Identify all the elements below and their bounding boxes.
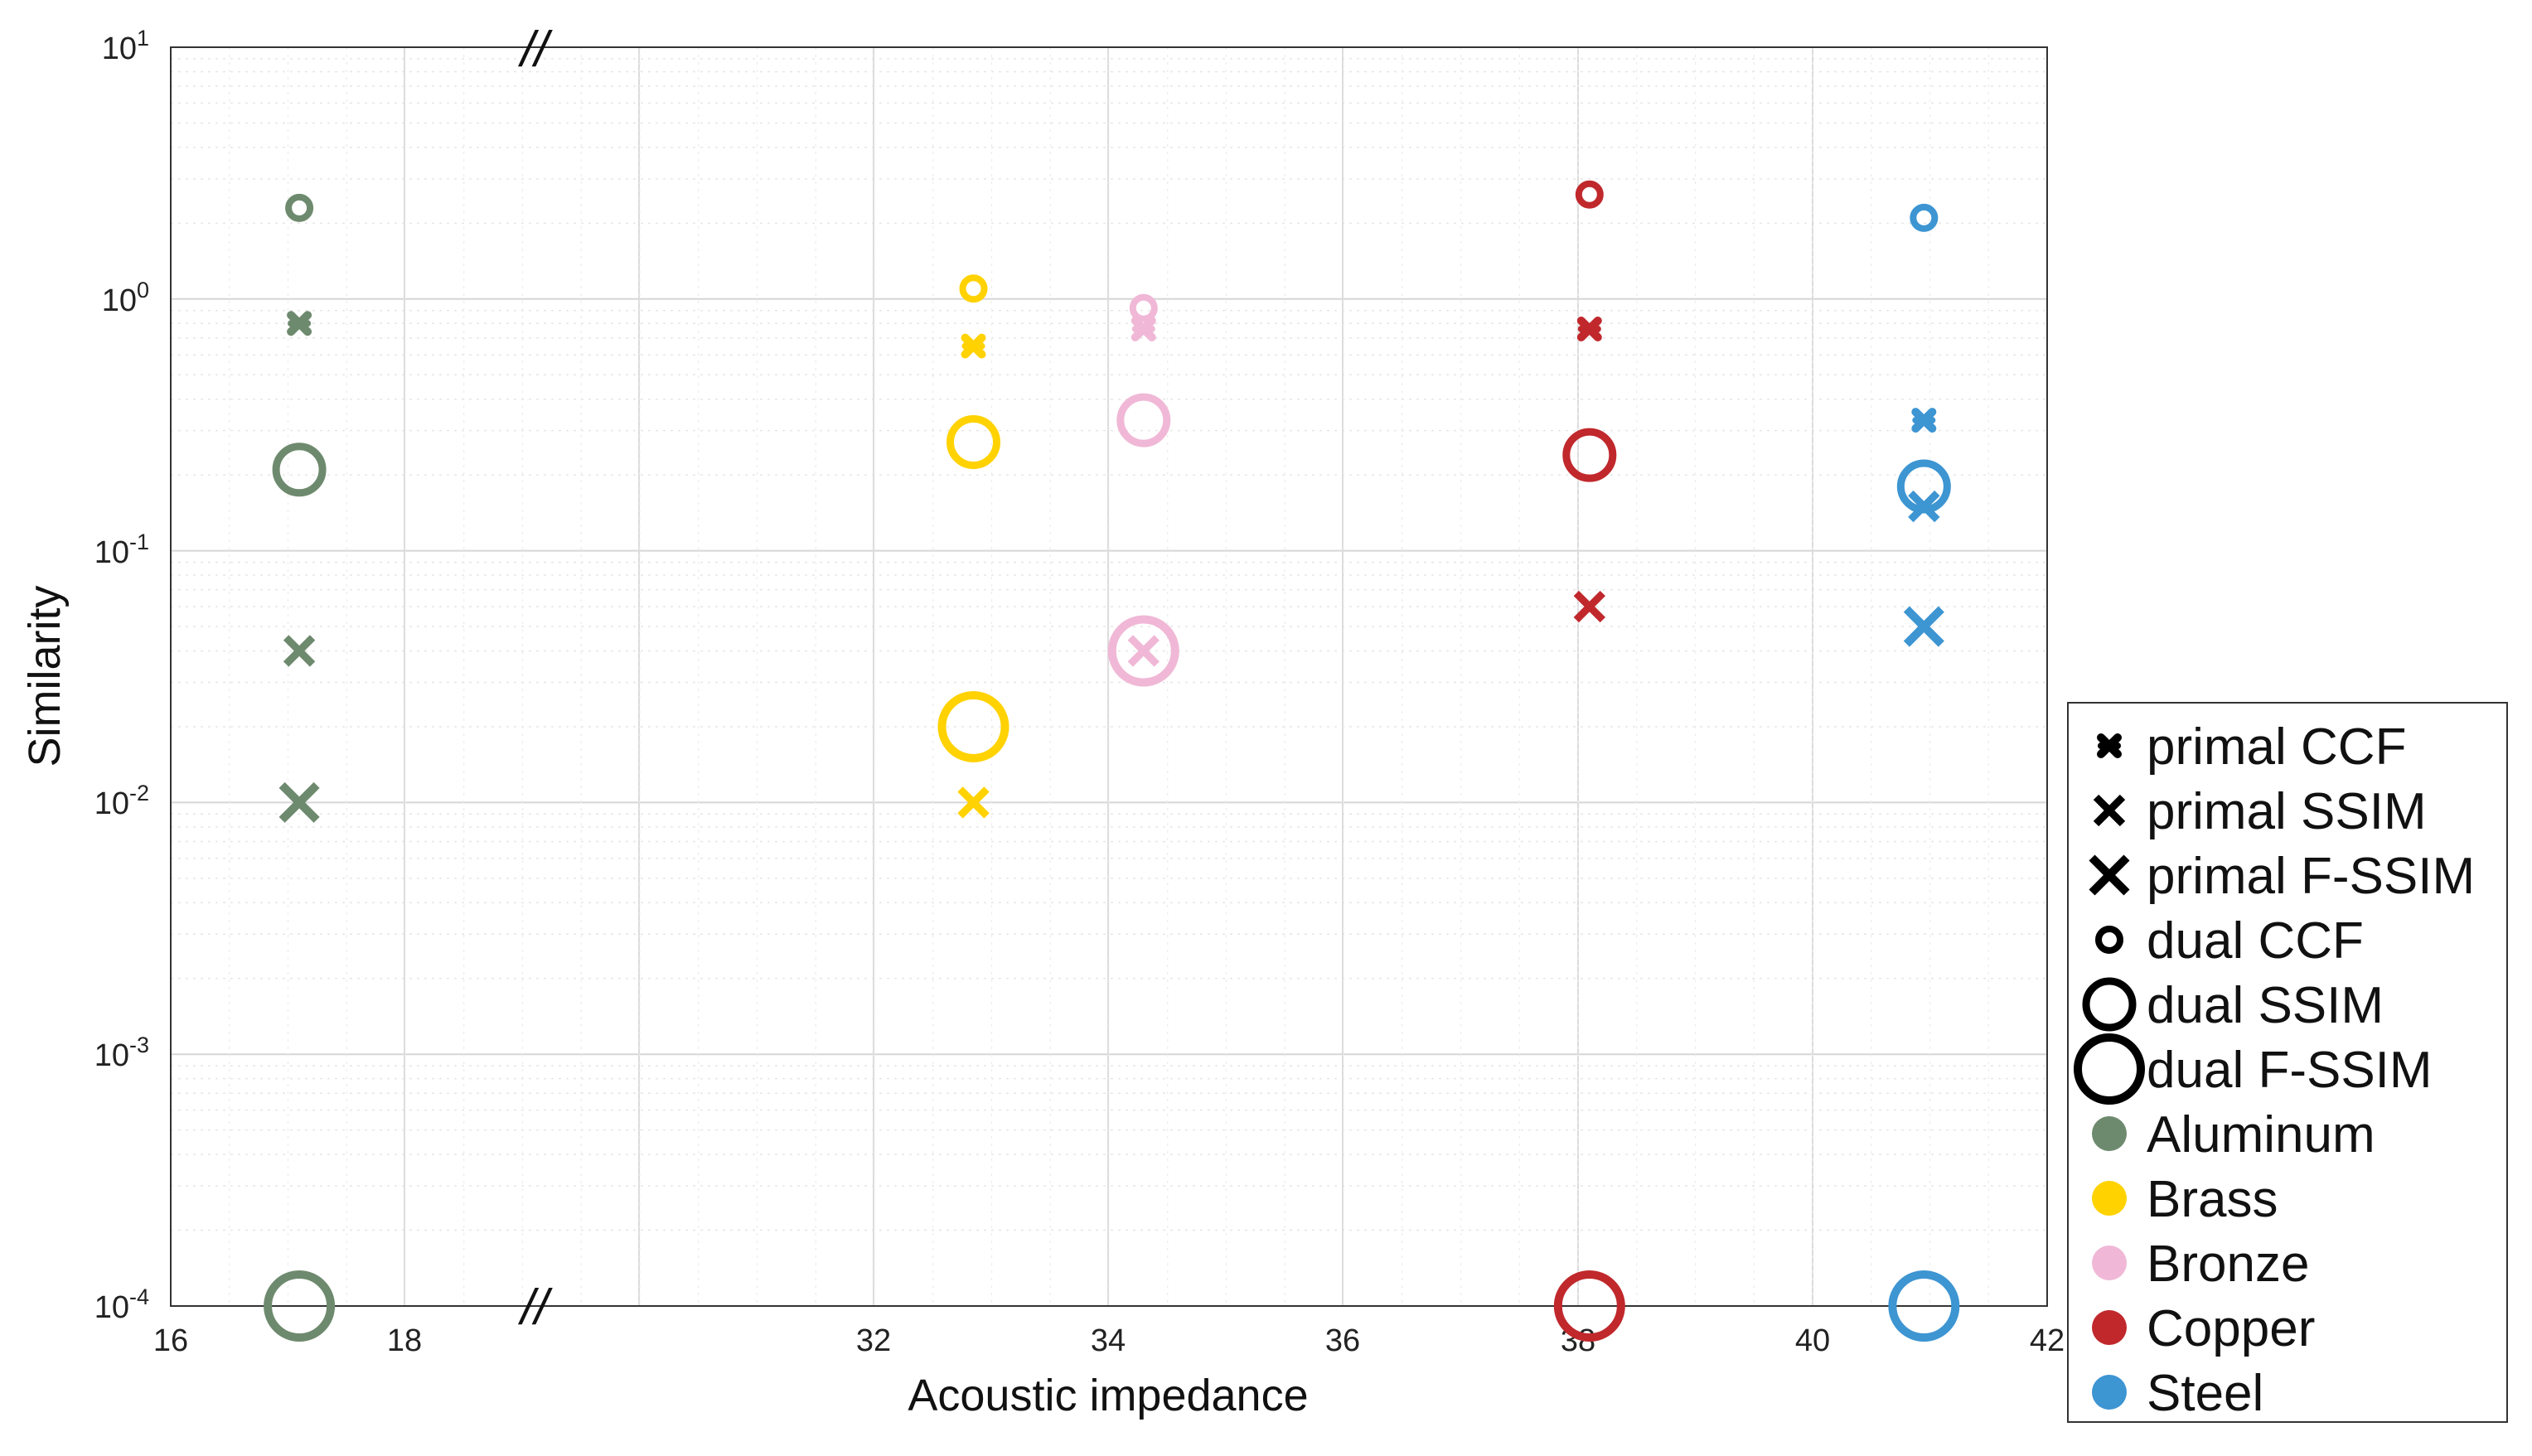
x-tick-label: 42 <box>2030 1323 2065 1358</box>
legend-marker-primal-ssim-stroke <box>2093 794 2126 827</box>
y-tick-label: 100 <box>102 278 149 318</box>
marker-copper-primal-ssim-stroke <box>1573 590 1606 623</box>
marker-steel-dual-ccf <box>1910 203 1939 232</box>
marker-aluminum-dual-ccf <box>285 193 314 222</box>
legend-label-primal-fssim: primal F-SSIM <box>2147 848 2475 905</box>
legend-marker-primal-f-ssim <box>2089 854 2130 896</box>
y-axis: 101 100 10-1 10-2 10-3 10-4 <box>94 26 149 1325</box>
marker-bronze-primal-ssim-stroke <box>1127 635 1159 667</box>
marker-steel-primal-f-ssim <box>1903 606 1944 647</box>
legend-label-steel: Steel <box>2147 1365 2263 1422</box>
y-tick-base: 10 <box>94 1290 129 1325</box>
legend-swatch-bronze <box>2092 1246 2127 1280</box>
legend-swatch-aluminum <box>2092 1116 2127 1151</box>
legend-swatch-brass <box>2092 1181 2127 1216</box>
x-axis: 16 18 32 34 36 38 40 42 <box>153 1323 2065 1358</box>
legend-swatch-copper <box>2092 1310 2127 1345</box>
marker-aluminum-primal-ssim-stroke <box>283 635 316 667</box>
marker-bronze-dual-f-ssim <box>1107 615 1179 687</box>
x-axis-label: Acoustic impedance <box>908 1371 1308 1420</box>
marker-brass-primal-ssim <box>957 786 990 819</box>
y-tick-exponent: -2 <box>129 781 149 805</box>
legend-marker-primal-ccf <box>2097 733 2122 758</box>
marker-aluminum-primal-ssim <box>283 635 316 667</box>
legend: primal CCF primal SSIM primal F-SSIM dua… <box>2067 702 2508 1423</box>
y-tick-label: 10-4 <box>94 1284 149 1325</box>
marker-bronze-dual-ssim <box>1116 393 1171 447</box>
legend-label-dual-fssim: dual F-SSIM <box>2147 1042 2433 1099</box>
marker-aluminum-dual-ssim <box>272 443 327 497</box>
y-tick-exponent: -1 <box>129 530 149 554</box>
y-tick-base: 10 <box>94 535 129 570</box>
plot-frame <box>170 46 2048 1307</box>
y-tick-base: 10 <box>94 786 129 821</box>
marker-aluminum-primal-ccf <box>287 311 312 336</box>
marker-steel-primal-f-ssim-stroke <box>1903 606 1944 647</box>
marker-bronze-primal-ccf <box>1130 317 1156 342</box>
y-axis-label: Similarity <box>20 585 70 767</box>
marker-steel-primal-ssim <box>1908 490 1940 523</box>
y-tick-label: 10-1 <box>94 530 149 570</box>
legend-label-brass: Brass <box>2147 1171 2278 1228</box>
x-tick-label: 32 <box>856 1323 891 1358</box>
legend-label-dual-ssim: dual SSIM <box>2147 977 2384 1034</box>
legend-label-primal-ssim: primal SSIM <box>2147 783 2427 840</box>
marker-bronze-primal-ssim <box>1127 635 1159 667</box>
y-tick-label: 101 <box>102 26 149 66</box>
marker-copper-dual-ccf <box>1575 180 1604 209</box>
legend-marker-dual-ccf <box>2095 926 2123 954</box>
marker-brass-primal-ccf <box>961 333 986 359</box>
marker-brass-dual-ssim <box>946 415 1001 470</box>
marker-copper-dual-ssim <box>1562 428 1617 482</box>
legend-label-copper: Copper <box>2147 1300 2315 1357</box>
legend-markers <box>2074 733 2145 1410</box>
marker-aluminum-dual-f-ssim <box>264 1270 336 1342</box>
x-tick-label: 18 <box>387 1323 422 1358</box>
marker-brass-dual-f-ssim <box>937 690 1009 762</box>
x-tick-label: 36 <box>1325 1323 1360 1358</box>
marker-copper-primal-ssim <box>1573 590 1606 623</box>
x-tick-label: 34 <box>1091 1323 1126 1358</box>
legend-label-bronze: Bronze <box>2147 1236 2309 1293</box>
y-tick-label: 10-2 <box>94 781 149 821</box>
marker-brass-dual-ccf <box>959 274 988 303</box>
y-tick-exponent: -4 <box>129 1284 149 1309</box>
marker-steel-primal-ccf <box>1911 408 1937 433</box>
legend-marker-primal-ssim <box>2093 794 2126 827</box>
marker-aluminum-primal-f-ssim-stroke <box>278 781 320 823</box>
y-tick-label: 10-3 <box>94 1033 149 1073</box>
y-tick-base: 10 <box>94 1038 129 1073</box>
marker-brass-primal-ssim-stroke <box>957 786 990 819</box>
axis-break-bottom: // <box>517 1279 553 1335</box>
axis-break-top: // <box>517 22 553 77</box>
legend-label-dual-ccf: dual CCF <box>2147 912 2364 970</box>
marker-aluminum-primal-f-ssim <box>278 781 320 823</box>
legend-marker-dual-f-ssim <box>2074 1033 2145 1105</box>
y-tick-exponent: -3 <box>129 1033 149 1057</box>
legend-marker-dual-ssim <box>2082 977 2137 1032</box>
legend-marker-primal-f-ssim-stroke <box>2089 854 2130 896</box>
marker-steel-primal-ssim-stroke <box>1908 490 1940 523</box>
y-tick-base: 10 <box>102 283 137 318</box>
legend-label-primal-ccf: primal CCF <box>2147 718 2406 776</box>
data-points <box>264 180 1960 1342</box>
y-tick-exponent: 1 <box>137 26 149 51</box>
legend-swatch-steel <box>2092 1375 2127 1410</box>
x-tick-label: 16 <box>153 1323 188 1358</box>
marker-bronze-dual-ccf <box>1129 293 1158 322</box>
y-tick-exponent: 0 <box>137 278 149 302</box>
marker-steel-dual-f-ssim <box>1888 1270 1960 1342</box>
marker-copper-dual-f-ssim <box>1553 1270 1625 1342</box>
legend-label-aluminum: Aluminum <box>2147 1106 2375 1163</box>
y-tick-base: 10 <box>102 31 137 66</box>
marker-copper-primal-ccf <box>1576 317 1602 342</box>
x-tick-label: 40 <box>1795 1323 1830 1358</box>
